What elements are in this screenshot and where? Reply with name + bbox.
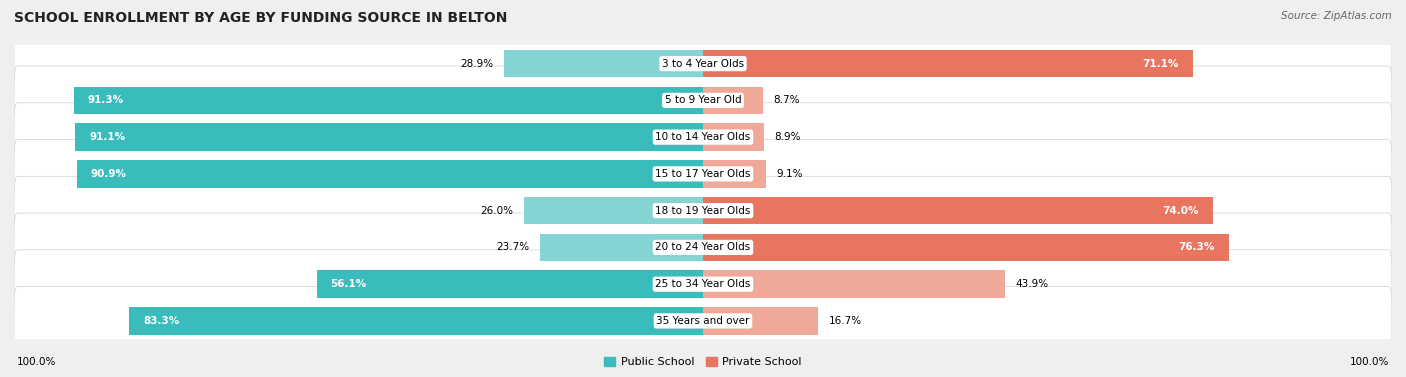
Text: 10 to 14 Year Olds: 10 to 14 Year Olds: [655, 132, 751, 142]
FancyBboxPatch shape: [14, 29, 1392, 98]
Text: 8.9%: 8.9%: [775, 132, 801, 142]
Bar: [703, 197, 1213, 224]
FancyBboxPatch shape: [14, 139, 1392, 208]
Text: 100.0%: 100.0%: [17, 357, 56, 367]
Text: 15 to 17 Year Olds: 15 to 17 Year Olds: [655, 169, 751, 179]
Bar: [703, 123, 765, 151]
Bar: [703, 50, 1192, 77]
Text: 3 to 4 Year Olds: 3 to 4 Year Olds: [662, 58, 744, 69]
Text: Source: ZipAtlas.com: Source: ZipAtlas.com: [1281, 11, 1392, 21]
Bar: [524, 197, 703, 224]
FancyBboxPatch shape: [14, 66, 1392, 135]
Text: 35 Years and over: 35 Years and over: [657, 316, 749, 326]
Bar: [703, 307, 818, 335]
Text: 74.0%: 74.0%: [1163, 205, 1199, 216]
Text: 76.3%: 76.3%: [1178, 242, 1215, 253]
Text: 16.7%: 16.7%: [828, 316, 862, 326]
Text: 18 to 19 Year Olds: 18 to 19 Year Olds: [655, 205, 751, 216]
Text: 71.1%: 71.1%: [1143, 58, 1180, 69]
Bar: [703, 87, 763, 114]
Text: 43.9%: 43.9%: [1015, 279, 1049, 289]
Bar: [316, 270, 703, 298]
Text: 91.1%: 91.1%: [89, 132, 125, 142]
Text: 9.1%: 9.1%: [776, 169, 803, 179]
Bar: [75, 87, 703, 114]
Bar: [703, 234, 1229, 261]
Bar: [503, 50, 703, 77]
Text: 26.0%: 26.0%: [481, 205, 513, 216]
Text: 100.0%: 100.0%: [1350, 357, 1389, 367]
Bar: [129, 307, 703, 335]
Text: 56.1%: 56.1%: [330, 279, 367, 289]
Text: 25 to 34 Year Olds: 25 to 34 Year Olds: [655, 279, 751, 289]
FancyBboxPatch shape: [14, 213, 1392, 282]
Text: 91.3%: 91.3%: [87, 95, 124, 106]
Text: 23.7%: 23.7%: [496, 242, 530, 253]
Bar: [540, 234, 703, 261]
Bar: [703, 160, 766, 188]
Text: 8.7%: 8.7%: [773, 95, 800, 106]
Text: 83.3%: 83.3%: [143, 316, 179, 326]
Text: 20 to 24 Year Olds: 20 to 24 Year Olds: [655, 242, 751, 253]
FancyBboxPatch shape: [14, 103, 1392, 172]
Text: 90.9%: 90.9%: [90, 169, 127, 179]
Text: 28.9%: 28.9%: [460, 58, 494, 69]
FancyBboxPatch shape: [14, 287, 1392, 355]
Bar: [703, 270, 1005, 298]
Legend: Public School, Private School: Public School, Private School: [600, 352, 806, 371]
FancyBboxPatch shape: [14, 250, 1392, 319]
Text: 5 to 9 Year Old: 5 to 9 Year Old: [665, 95, 741, 106]
FancyBboxPatch shape: [14, 176, 1392, 245]
Text: SCHOOL ENROLLMENT BY AGE BY FUNDING SOURCE IN BELTON: SCHOOL ENROLLMENT BY AGE BY FUNDING SOUR…: [14, 11, 508, 25]
Bar: [76, 123, 703, 151]
Bar: [77, 160, 703, 188]
